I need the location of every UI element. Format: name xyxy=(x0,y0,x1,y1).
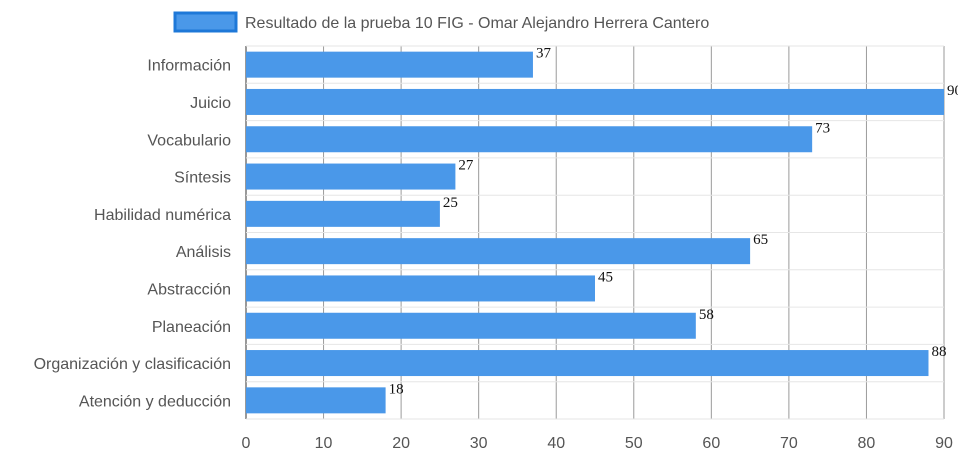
data-label: 90 xyxy=(947,83,958,99)
x-tick-label: 40 xyxy=(547,435,565,452)
data-labels: 37 90 73 27 25 65 45 58 88 18 xyxy=(389,46,958,398)
data-label: 37 xyxy=(536,46,552,62)
category-label: Planeación xyxy=(152,319,231,336)
bar[interactable] xyxy=(246,88,944,115)
data-label: 18 xyxy=(389,381,404,397)
x-tick-label: 10 xyxy=(315,435,333,452)
legend-label: Resultado de la prueba 10 FIG - Omar Ale… xyxy=(245,15,709,32)
category-label: Vocabulario xyxy=(147,132,231,149)
x-tick-label: 70 xyxy=(780,435,798,452)
bar[interactable] xyxy=(246,275,595,302)
legend: Resultado de la prueba 10 FIG - Omar Ale… xyxy=(173,11,709,33)
category-label: Análisis xyxy=(176,244,231,261)
bar[interactable] xyxy=(246,163,456,190)
category-label: Atención y deducción xyxy=(79,393,231,410)
category-label: Organización y clasificación xyxy=(34,356,231,373)
x-tick-label: 30 xyxy=(470,435,488,452)
data-label: 73 xyxy=(815,120,830,136)
x-tick-label: 80 xyxy=(858,435,876,452)
x-tick-label: 60 xyxy=(702,435,720,452)
bar[interactable] xyxy=(246,350,929,377)
legend-swatch xyxy=(173,11,238,33)
x-tick-label: 90 xyxy=(935,435,953,452)
data-label: 45 xyxy=(598,269,613,285)
data-label: 27 xyxy=(458,158,474,174)
bars xyxy=(246,51,944,414)
x-tick-label: 0 xyxy=(242,435,251,452)
bar[interactable] xyxy=(246,126,813,153)
bar[interactable] xyxy=(246,51,533,78)
x-axis-tick-labels: 0 10 20 30 40 50 60 70 80 90 xyxy=(242,435,953,452)
data-label: 88 xyxy=(931,344,946,360)
bar[interactable] xyxy=(246,238,751,265)
data-label: 65 xyxy=(753,232,768,248)
data-label: 58 xyxy=(699,307,714,323)
category-label: Habilidad numérica xyxy=(94,207,231,224)
bar[interactable] xyxy=(246,312,696,339)
category-label: Abstracción xyxy=(147,281,231,298)
x-tick-label: 20 xyxy=(392,435,410,452)
category-labels: Información Juicio Vocabulario Síntesis Habi… xyxy=(34,58,232,411)
x-tick-label: 50 xyxy=(625,435,643,452)
category-label: Síntesis xyxy=(174,170,231,187)
bar[interactable] xyxy=(246,200,440,227)
bar[interactable] xyxy=(246,387,386,414)
category-label: Juicio xyxy=(190,95,231,112)
category-label: Información xyxy=(147,58,231,75)
data-label: 25 xyxy=(443,195,458,211)
